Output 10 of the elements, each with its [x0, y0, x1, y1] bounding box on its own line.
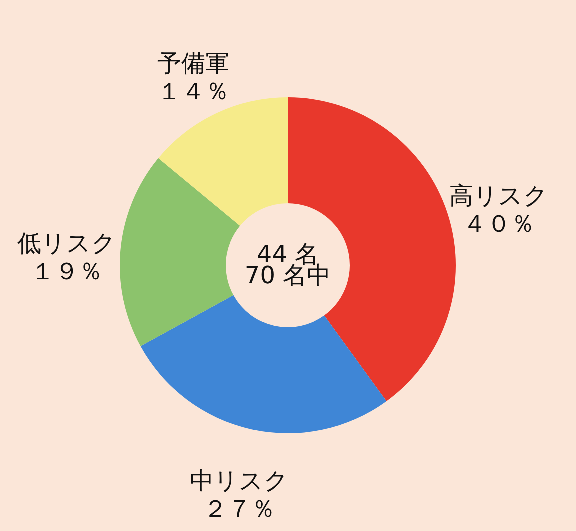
slice-label: 高リスク [450, 182, 549, 210]
donut-slice [120, 158, 240, 346]
slice-label: 中リスク [190, 467, 290, 496]
data-label: ４０％ [463, 210, 536, 238]
slice-label: 予備軍 [157, 50, 230, 78]
slice-label: 低リスク [17, 230, 116, 258]
data-label: ２７％ [204, 495, 276, 524]
data-label: １４％ [157, 78, 230, 106]
donut-slice [140, 295, 387, 434]
data-label: １９％ [30, 258, 103, 286]
